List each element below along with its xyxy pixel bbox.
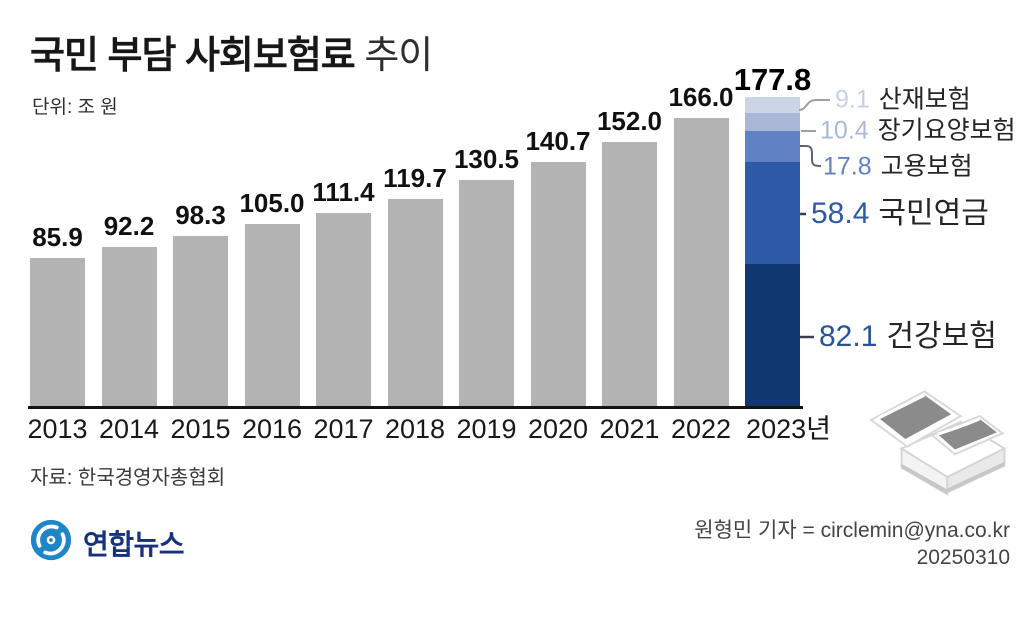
stack-segment-고용보험 bbox=[745, 131, 800, 163]
legend-value-고용보험: 17.8 bbox=[823, 152, 872, 181]
year-label-2013: 2013 bbox=[27, 414, 88, 444]
bar-2023 bbox=[745, 97, 800, 408]
legend-row-국민연금: 58.4 국민연금 bbox=[811, 199, 989, 229]
year-label-2020: 2020 bbox=[527, 414, 589, 444]
bar-2016 bbox=[244, 224, 300, 408]
legend-label-고용보험: 고용보험 bbox=[880, 152, 973, 181]
stack-segment-장기요양보험 bbox=[745, 112, 800, 132]
value-label-2015: 98.3 bbox=[175, 200, 226, 231]
yonhap-logo-icon bbox=[28, 517, 74, 568]
legend-label-산재보험: 산재보험 bbox=[878, 85, 971, 114]
bar-2018 bbox=[387, 198, 443, 408]
value-label-2018: 119.7 bbox=[383, 162, 447, 193]
legend-value-국민연금: 58.4 bbox=[811, 197, 870, 230]
bar-2014 bbox=[101, 246, 157, 408]
year-label-2021: 2021 bbox=[599, 414, 660, 444]
bar-2020 bbox=[530, 161, 586, 408]
bar-2017 bbox=[316, 213, 371, 408]
value-label-2022: 166.0 bbox=[668, 81, 734, 112]
title-suffix: 추이 bbox=[354, 35, 433, 77]
stack-segment-건강보험 bbox=[745, 264, 800, 408]
yonhap-logo: 연합뉴스 bbox=[28, 517, 185, 568]
books-illustration-icon bbox=[852, 376, 1014, 507]
year-label-2022: 2022 bbox=[670, 414, 732, 444]
value-label-2020: 140.7 bbox=[525, 125, 591, 156]
bar-2022 bbox=[673, 117, 729, 408]
legend-value-장기요양보험: 10.4 bbox=[820, 116, 869, 145]
connector-goyong bbox=[800, 145, 822, 167]
bar-2021 bbox=[602, 142, 657, 408]
bar-2015 bbox=[173, 236, 228, 408]
year-label-2018: 2018 bbox=[384, 414, 446, 444]
value-label-2023: 177.8 bbox=[733, 62, 812, 97]
legend-label-장기요양보험: 장기요양보험 bbox=[877, 116, 1016, 145]
year-label-2016: 2016 bbox=[241, 414, 303, 444]
credit-date: 20250310 bbox=[916, 546, 1010, 569]
bar-2019 bbox=[459, 179, 514, 408]
legend-value-건강보험: 82.1 bbox=[819, 320, 878, 353]
x-axis-line bbox=[28, 406, 803, 409]
year-label-2019: 2019 bbox=[456, 414, 517, 444]
legend-label-국민연금: 국민연금 bbox=[878, 197, 989, 230]
page-title: 국민 부담 사회보험료 추이 bbox=[30, 24, 433, 79]
legend-label-건강보험: 건강보험 bbox=[886, 320, 997, 353]
legend-row-건강보험: 82.1 건강보험 bbox=[819, 322, 997, 352]
legend-row-고용보험: 17.8 고용보험 bbox=[823, 152, 973, 181]
value-label-2019: 130.5 bbox=[453, 143, 520, 174]
value-label-2013: 85.9 bbox=[32, 221, 83, 252]
legend-value-산재보험: 9.1 bbox=[835, 85, 870, 114]
value-label-2014: 92.2 bbox=[103, 210, 155, 241]
source-label: 자료: 한국경영자총협회 bbox=[30, 467, 226, 489]
legend-row-장기요양보험: 10.4 장기요양보험 bbox=[820, 116, 1016, 145]
yonhap-logo-text: 연합뉴스 bbox=[83, 528, 185, 560]
value-label-2017: 111.4 bbox=[312, 177, 375, 208]
legend-row-산재보험: 9.1 산재보험 bbox=[835, 85, 971, 114]
title-main: 국민 부담 사회보험료 bbox=[30, 35, 356, 77]
value-label-2016: 105.0 bbox=[239, 188, 305, 219]
year-label-2017: 2017 bbox=[313, 414, 374, 444]
connector-sanjae bbox=[798, 99, 830, 111]
value-label-2021: 152.0 bbox=[596, 106, 663, 137]
year-label-2014: 2014 bbox=[98, 414, 160, 444]
year-label-2023: 2023년 bbox=[746, 414, 831, 444]
credit-byline: 원형민 기자 = circlemin@yna.co.kr bbox=[694, 519, 1010, 542]
stack-segment-산재보험 bbox=[745, 97, 800, 113]
year-label-2015: 2015 bbox=[170, 414, 231, 444]
unit-label: 단위: 조 원 bbox=[32, 97, 118, 118]
stack-segment-국민연금 bbox=[745, 162, 800, 265]
bar-2013 bbox=[30, 257, 85, 408]
credit-block: 원형민 기자 = circlemin@yna.co.kr 20250310 bbox=[694, 517, 1010, 571]
